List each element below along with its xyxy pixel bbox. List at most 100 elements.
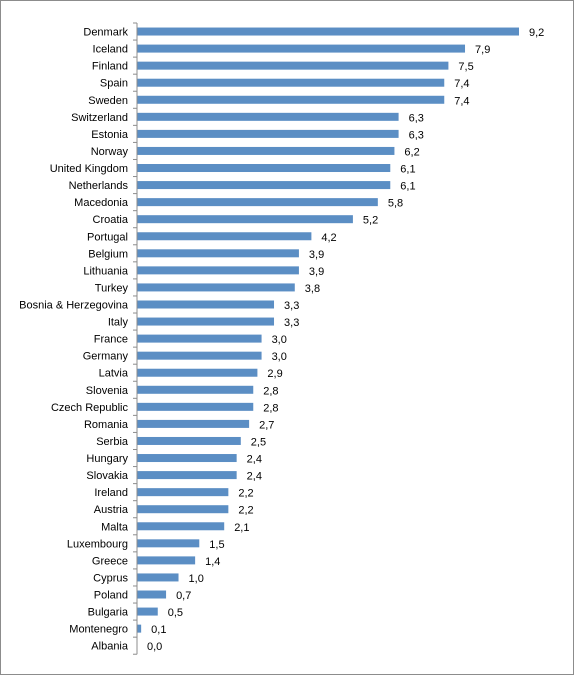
value-label-32: 1,0 <box>189 573 204 585</box>
category-label-9: Netherlands <box>69 180 129 192</box>
category-label-29: Malta <box>101 521 129 533</box>
value-label-7: 6,2 <box>404 146 419 158</box>
category-label-15: Turkey <box>95 282 129 294</box>
category-label-27: Ireland <box>94 487 128 499</box>
value-label-9: 6,1 <box>400 181 415 193</box>
bar-32 <box>137 573 179 582</box>
value-label-20: 2,9 <box>267 368 282 380</box>
value-label-11: 5,2 <box>363 215 378 227</box>
bar-16 <box>137 300 275 309</box>
category-label-2: Finland <box>92 61 128 73</box>
category-label-14: Lithuania <box>83 265 129 277</box>
category-label-20: Latvia <box>99 368 129 380</box>
bar-1 <box>137 44 466 53</box>
bar-11 <box>137 215 353 224</box>
bar-14 <box>137 266 299 275</box>
bar-18 <box>137 334 262 343</box>
category-label-10: Macedonia <box>74 197 129 209</box>
bar-0 <box>137 27 519 36</box>
value-label-2: 7,5 <box>458 61 473 73</box>
category-label-11: Croatia <box>93 214 129 226</box>
category-label-31: Greece <box>92 555 128 567</box>
category-label-13: Belgium <box>88 248 128 260</box>
bar-3 <box>137 78 445 87</box>
category-label-21: Slovenia <box>86 385 129 397</box>
bar-23 <box>137 419 250 428</box>
value-label-29: 2,1 <box>234 522 249 534</box>
category-label-6: Estonia <box>91 129 129 141</box>
value-label-1: 7,9 <box>475 44 490 56</box>
value-label-18: 3,0 <box>272 334 287 346</box>
value-label-27: 2,2 <box>238 488 253 500</box>
value-label-31: 1,4 <box>205 556 220 568</box>
category-label-28: Austria <box>94 504 129 516</box>
bar-21 <box>137 385 254 394</box>
value-label-6: 6,3 <box>409 129 424 141</box>
category-label-34: Bulgaria <box>88 607 129 619</box>
value-label-16: 3,3 <box>284 300 299 312</box>
category-label-8: United Kingdom <box>50 163 128 175</box>
value-label-0: 9,2 <box>529 27 544 39</box>
category-label-25: Hungary <box>86 453 128 465</box>
value-label-24: 2,5 <box>251 436 266 448</box>
bar-34 <box>137 607 158 616</box>
value-label-15: 3,8 <box>305 283 320 295</box>
bar-7 <box>137 146 395 155</box>
category-label-18: France <box>94 334 128 346</box>
bar-6 <box>137 129 399 138</box>
value-label-19: 3,0 <box>272 351 287 363</box>
bar-22 <box>137 402 254 411</box>
bar-27 <box>137 488 229 497</box>
bar-29 <box>137 522 225 531</box>
bar-25 <box>137 454 237 463</box>
value-label-26: 2,4 <box>247 471 262 483</box>
value-label-21: 2,8 <box>263 385 278 397</box>
bar-2 <box>137 61 449 70</box>
bar-15 <box>137 283 295 292</box>
value-label-10: 5,8 <box>388 198 403 210</box>
value-label-25: 2,4 <box>247 454 262 466</box>
value-label-28: 2,2 <box>238 505 253 517</box>
category-label-3: Spain <box>100 78 128 90</box>
value-label-30: 1,5 <box>209 539 224 551</box>
bar-17 <box>137 317 275 326</box>
value-label-33: 0,7 <box>176 590 191 602</box>
category-label-24: Serbia <box>96 436 129 448</box>
bar-28 <box>137 505 229 514</box>
category-label-32: Cyprus <box>93 572 128 584</box>
category-label-12: Portugal <box>87 231 128 243</box>
bar-20 <box>137 368 258 377</box>
category-label-17: Italy <box>108 317 129 329</box>
category-label-23: Romania <box>84 419 129 431</box>
value-label-23: 2,7 <box>259 419 274 431</box>
value-label-8: 6,1 <box>400 164 415 176</box>
bar-24 <box>137 436 241 445</box>
bar-33 <box>137 590 167 599</box>
bar-10 <box>137 198 378 207</box>
value-label-13: 3,9 <box>309 249 324 261</box>
category-label-0: Denmark <box>83 27 128 39</box>
value-label-4: 7,4 <box>454 95 469 107</box>
bar-4 <box>137 95 445 104</box>
category-label-16: Bosnia & Herzegovina <box>19 299 129 311</box>
value-label-5: 6,3 <box>409 112 424 124</box>
category-label-4: Sweden <box>88 95 128 107</box>
bar-13 <box>137 249 299 258</box>
value-label-17: 3,3 <box>284 317 299 329</box>
bar-26 <box>137 471 237 480</box>
bar-19 <box>137 351 262 360</box>
bar-8 <box>137 164 391 173</box>
category-label-19: Germany <box>83 351 129 363</box>
category-label-5: Switzerland <box>71 112 128 124</box>
bar-5 <box>137 112 399 121</box>
bar-35 <box>137 624 142 633</box>
category-label-7: Norway <box>91 146 129 158</box>
bar-9 <box>137 181 391 190</box>
category-label-26: Slovakia <box>86 470 128 482</box>
value-label-14: 3,9 <box>309 266 324 278</box>
category-label-35: Montenegro <box>69 624 128 636</box>
category-label-1: Iceland <box>93 44 128 56</box>
category-label-36: Albania <box>91 641 129 653</box>
value-label-22: 2,8 <box>263 402 278 414</box>
